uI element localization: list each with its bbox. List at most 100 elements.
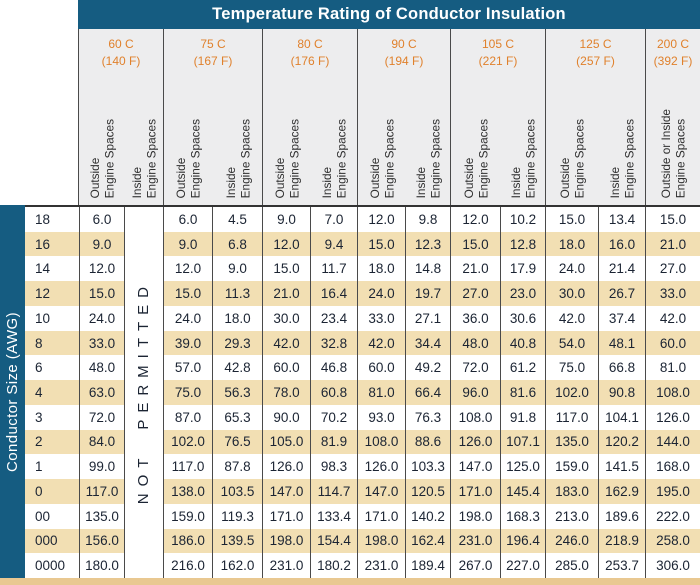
not-permitted-cell bbox=[124, 231, 163, 257]
ampacity-cell: 180.2 bbox=[310, 553, 357, 578]
not-permitted-cell bbox=[124, 553, 163, 578]
ampacity-cell: 114.7 bbox=[310, 479, 357, 504]
temp-rating-header: 60 C (140 F) bbox=[79, 29, 163, 71]
ampacity-cell: 9.0 bbox=[212, 256, 262, 282]
ampacity-cell: 56.3 bbox=[212, 380, 262, 405]
ampacity-cell: 23.4 bbox=[310, 305, 357, 331]
ampacity-cell: 6.0 bbox=[163, 207, 212, 232]
conductor-size-axis-label: Conductor Size (AWG) bbox=[4, 311, 21, 472]
ampacity-cell: 171.0 bbox=[450, 479, 500, 504]
ampacity-cell: 11.7 bbox=[310, 256, 357, 282]
ampacity-cell: 285.0 bbox=[545, 553, 598, 578]
data-grid: 18 6.0 6.0 4.5 9.0 7.0 12.0 9.8 12.0 10.2 15.0 13.4… bbox=[25, 207, 700, 578]
rotated-column-header: Outside or Inside Engine Spaces bbox=[659, 108, 688, 198]
ampacity-cell: 42.0 bbox=[262, 330, 310, 356]
awg-row-label: 2 bbox=[25, 429, 79, 455]
ampacity-cell: 60.0 bbox=[357, 355, 405, 381]
ampacity-cell: 9.0 bbox=[262, 207, 310, 232]
engine-space-subheaders: Outside Engine Spaces Inside Engine Space… bbox=[164, 71, 262, 205]
ampacity-cell: 144.0 bbox=[645, 429, 700, 455]
ampacity-cell: 135.0 bbox=[545, 429, 598, 455]
ampacity-cell: 147.0 bbox=[357, 479, 405, 504]
ampacity-cell: 126.0 bbox=[645, 404, 700, 430]
ampacity-cell: 36.0 bbox=[450, 305, 500, 331]
ampacity-cell: 81.9 bbox=[310, 429, 357, 455]
temp-rating-fahrenheit: (392 F) bbox=[653, 54, 693, 69]
ampacity-cell: 15.0 bbox=[262, 256, 310, 282]
ampacity-cell: 120.2 bbox=[598, 429, 645, 455]
ampacity-cell: 104.1 bbox=[598, 404, 645, 430]
ampacity-cell: 103.5 bbox=[212, 479, 262, 504]
rotated-column-header: Outside Engine Spaces bbox=[558, 118, 587, 198]
ampacity-cell: 108.0 bbox=[645, 380, 700, 405]
ampacity-cell: 18.0 bbox=[212, 305, 262, 331]
ampacity-cell: 140.2 bbox=[405, 503, 450, 529]
ampacity-cell: 154.4 bbox=[310, 528, 357, 554]
ampacity-cell: 40.8 bbox=[500, 330, 545, 356]
ampacity-cell: 162.4 bbox=[405, 528, 450, 554]
ampacity-cell: 24.0 bbox=[163, 305, 212, 331]
ampacity-cell: 91.8 bbox=[500, 404, 545, 430]
ampacity-cell: 108.0 bbox=[450, 404, 500, 430]
not-permitted-cell bbox=[124, 281, 163, 306]
ampacity-cell: 42.0 bbox=[545, 305, 598, 331]
temp-group-90c: 90 C (194 F) Outside Engine Spaces Inside E… bbox=[357, 29, 450, 205]
bottom-accent-strip bbox=[0, 578, 700, 585]
ampacity-cell: 76.3 bbox=[405, 404, 450, 430]
ampacity-cell: 12.3 bbox=[405, 231, 450, 257]
engine-space-subheaders: Outside Engine Spaces Inside Engine Space… bbox=[546, 71, 645, 205]
ampacity-cell: 126.0 bbox=[262, 454, 310, 480]
engine-space-subheaders: Outside Engine Spaces Inside Engine Space… bbox=[358, 71, 450, 205]
temp-rating-header: 75 C (167 F) bbox=[164, 29, 262, 71]
ampacity-cell: 21.0 bbox=[262, 281, 310, 306]
ampacity-cell: 159.0 bbox=[545, 454, 598, 480]
ampacity-cell: 76.5 bbox=[212, 429, 262, 455]
not-permitted-cell bbox=[124, 454, 163, 480]
ampacity-cell: 42.8 bbox=[212, 355, 262, 381]
ampacity-cell: 147.0 bbox=[262, 479, 310, 504]
ampacity-cell: 168.3 bbox=[500, 503, 545, 529]
ampacity-cell: 21.4 bbox=[598, 256, 645, 282]
ampacity-cell: 34.4 bbox=[405, 330, 450, 356]
ampacity-cell: 87.8 bbox=[212, 454, 262, 480]
ampacity-cell: 15.0 bbox=[545, 207, 598, 232]
ampacity-cell: 15.0 bbox=[450, 231, 500, 257]
ampacity-cell: 227.0 bbox=[500, 553, 545, 578]
ampacity-cell: 198.0 bbox=[357, 528, 405, 554]
ampacity-cell: 16.0 bbox=[598, 231, 645, 257]
ampacity-cell: 12.0 bbox=[357, 207, 405, 232]
ampacity-cell: 87.0 bbox=[163, 404, 212, 430]
ampacity-cell: 60.0 bbox=[645, 330, 700, 356]
not-permitted-cell bbox=[124, 528, 163, 554]
ampacity-cell: 156.0 bbox=[79, 528, 124, 554]
ampacity-cell: 24.0 bbox=[79, 305, 124, 331]
engine-space-subheader-cell: Outside Engine Spaces bbox=[451, 71, 501, 205]
ampacity-cell: 168.0 bbox=[645, 454, 700, 480]
temp-group-125c: 125 C (257 F) Outside Engine Spaces Inside … bbox=[545, 29, 645, 205]
ampacity-cell: 189.4 bbox=[405, 553, 450, 578]
awg-row-label: 4 bbox=[25, 380, 79, 405]
ampacity-cell: 13.4 bbox=[598, 207, 645, 232]
temp-group-60c: 60 C (140 F) Outside Engine Spaces Inside E… bbox=[78, 29, 163, 205]
ampacity-cell: 14.8 bbox=[405, 256, 450, 282]
temperature-header-row: 60 C (140 F) Outside Engine Spaces Inside E… bbox=[78, 29, 700, 205]
ampacity-cell: 171.0 bbox=[262, 503, 310, 529]
temp-group-80c: 80 C (176 F) Outside Engine Spaces Inside E… bbox=[262, 29, 357, 205]
engine-space-subheader-cell: Outside Engine Spaces bbox=[164, 71, 213, 205]
rotated-column-header: Inside Engine Spaces bbox=[414, 118, 443, 198]
ampacity-cell: 33.0 bbox=[357, 305, 405, 331]
awg-row-label: 3 bbox=[35, 409, 43, 425]
rotated-column-header: Inside Engine Spaces bbox=[509, 118, 538, 198]
temp-rating-celsius: 200 C bbox=[656, 37, 690, 51]
ampacity-cell: 81.0 bbox=[645, 355, 700, 381]
engine-space-subheader-cell: Inside Engine Spaces bbox=[311, 71, 358, 205]
awg-row-label: 0000 bbox=[35, 558, 66, 574]
ampacity-cell: 24.0 bbox=[545, 256, 598, 282]
ampacity-cell: 12.0 bbox=[163, 256, 212, 282]
awg-row-label: 6 bbox=[35, 360, 43, 376]
awg-row-label: 00 bbox=[35, 508, 51, 524]
temp-rating-celsius: 90 C bbox=[391, 37, 417, 51]
ampacity-cell: 23.0 bbox=[500, 281, 545, 306]
temp-rating-fahrenheit: (257 F) bbox=[576, 54, 615, 69]
ampacity-cell: 29.3 bbox=[212, 330, 262, 356]
